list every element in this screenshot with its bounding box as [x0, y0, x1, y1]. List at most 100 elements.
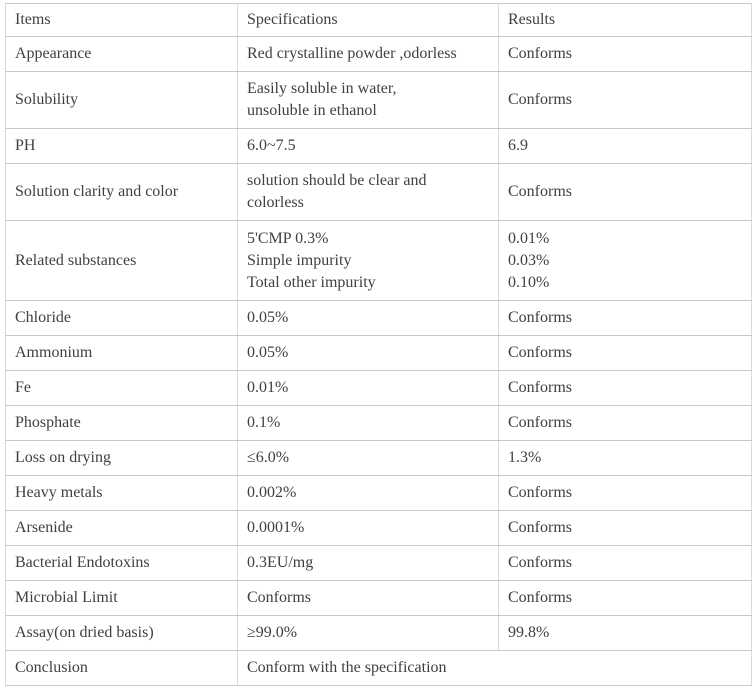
- spec-cell: ≥99.0%: [237, 615, 499, 651]
- cell-line: Solubility: [15, 91, 79, 108]
- result-cell: Conforms: [498, 405, 752, 441]
- spec-cell: 0.01%: [237, 370, 499, 406]
- cell-line: Easily soluble in water,: [247, 80, 397, 97]
- cell-line: Conforms: [508, 484, 572, 501]
- item-cell: Conclusion: [5, 650, 238, 686]
- cell-line: Assay(on dried basis): [15, 624, 154, 641]
- spec-cell: 0.002%: [237, 475, 499, 511]
- cell-line: Conforms: [508, 183, 572, 200]
- cell-line: Heavy metals: [15, 484, 103, 501]
- spec-cell: 0.1%: [237, 405, 499, 441]
- cell-line: Appearance: [15, 45, 92, 62]
- item-cell: Heavy metals: [5, 475, 238, 511]
- cell-line: Conform with the specification: [247, 659, 447, 676]
- table-row: Solubility Easily soluble in water, unsolu…: [5, 71, 752, 129]
- table-row: Fe 0.01% Conforms: [5, 370, 752, 406]
- item-cell: Related substances: [5, 220, 238, 301]
- cell-line: 0.10%: [508, 273, 550, 291]
- cell-line: 0.002%: [247, 484, 297, 501]
- result-cell: Conforms: [498, 580, 752, 616]
- item-cell: Chloride: [5, 300, 238, 336]
- item-cell: Fe: [5, 370, 238, 406]
- cell-line: Loss on drying: [15, 449, 111, 466]
- col-header-results: Results: [498, 3, 752, 37]
- cell-line: 0.01%: [247, 379, 289, 396]
- item-cell: Solution clarity and color: [5, 163, 238, 221]
- result-cell: Conforms: [498, 300, 752, 336]
- cell-line: 0.05%: [247, 344, 289, 361]
- table-row: Conclusion Conform with the specification: [5, 650, 752, 686]
- result-cell: Conforms: [498, 510, 752, 546]
- table-row: Loss on drying ≤6.0% 1.3%: [5, 440, 752, 476]
- table-row: Microbial Limit Conforms Conforms: [5, 580, 752, 616]
- item-cell: Bacterial Endotoxins: [5, 545, 238, 581]
- cell-line: PH: [15, 137, 36, 154]
- cell-line: Conforms: [508, 519, 572, 536]
- spec-cell: solution should be clear and colorless: [237, 163, 499, 221]
- spec-cell: ≤6.0%: [237, 440, 499, 476]
- cell-line: 0.0001%: [247, 519, 305, 536]
- cell-line: Conforms: [508, 309, 572, 326]
- spec-cell: 0.0001%: [237, 510, 499, 546]
- cell-line: 0.1%: [247, 414, 281, 431]
- result-cell: 6.9: [498, 128, 752, 164]
- cell-line: Phosphate: [15, 414, 81, 431]
- cell-line: Fe: [15, 379, 31, 396]
- cell-line: Conforms: [508, 414, 572, 431]
- cell-line: Conforms: [247, 589, 311, 606]
- cell-line: Conforms: [508, 91, 572, 108]
- result-cell: 99.8%: [498, 615, 752, 651]
- result-cell: 0.01% 0.03% 0.10%: [498, 220, 752, 301]
- cell-line: unsoluble in ethanol: [247, 102, 377, 119]
- cell-line: Simple impurity: [247, 251, 352, 269]
- cell-line: Conforms: [508, 589, 572, 606]
- table-row: Ammonium 0.05% Conforms: [5, 335, 752, 371]
- spec-cell: 5'CMP 0.3% Simple impurity Total other imp…: [237, 220, 499, 301]
- table-row: Bacterial Endotoxins 0.3EU/mg Conforms: [5, 545, 752, 581]
- table-row: Solution clarity and color solution shoul…: [5, 163, 752, 221]
- cell-line: 6.0~7.5: [247, 137, 296, 154]
- cell-line: Total other impurity: [247, 273, 376, 291]
- cell-line: Conforms: [508, 379, 572, 396]
- result-cell: Conforms: [498, 163, 752, 221]
- item-cell: Assay(on dried basis): [5, 615, 238, 651]
- result-cell: Conforms: [498, 545, 752, 581]
- col-header-specifications: Specifications: [237, 3, 499, 37]
- item-cell: Ammonium: [5, 335, 238, 371]
- item-cell: Phosphate: [5, 405, 238, 441]
- specification-table: Items Specifications Results Appearance R…: [5, 3, 752, 686]
- spec-cell: 0.05%: [237, 300, 499, 336]
- cell-line: Microbial Limit: [15, 589, 118, 606]
- spec-cell: Conforms: [237, 580, 499, 616]
- table-row: PH 6.0~7.5 6.9: [5, 128, 752, 164]
- result-cell: Conforms: [498, 475, 752, 511]
- coa-table-wrapper: Items Specifications Results Appearance R…: [5, 3, 752, 686]
- table-row: Phosphate 0.1% Conforms: [5, 405, 752, 441]
- table-body: Appearance Red crystalline powder ,odorle…: [5, 36, 752, 686]
- cell-line: Arsenide: [15, 519, 73, 536]
- spec-cell: Conform with the specification: [237, 650, 752, 686]
- item-cell: Arsenide: [5, 510, 238, 546]
- cell-line: 0.01%: [508, 229, 550, 247]
- result-cell: Conforms: [498, 370, 752, 406]
- spec-cell: 0.3EU/mg: [237, 545, 499, 581]
- cell-line: Solution clarity and color: [15, 183, 179, 200]
- item-cell: Microbial Limit: [5, 580, 238, 616]
- cell-line: Ammonium: [15, 344, 93, 361]
- cell-line: Conforms: [508, 45, 572, 62]
- table-header-row: Items Specifications Results: [5, 3, 752, 37]
- cell-line: Related substances: [15, 251, 137, 269]
- cell-line: Conforms: [508, 344, 572, 361]
- result-cell: Conforms: [498, 335, 752, 371]
- col-header-items: Items: [5, 3, 238, 37]
- cell-line: colorless: [247, 194, 304, 211]
- result-cell: 1.3%: [498, 440, 752, 476]
- item-cell: Appearance: [5, 36, 238, 72]
- item-cell: PH: [5, 128, 238, 164]
- cell-line: 6.9: [508, 137, 528, 154]
- table-row: Heavy metals 0.002% Conforms: [5, 475, 752, 511]
- cell-line: ≤6.0%: [247, 449, 290, 466]
- table-row: Appearance Red crystalline powder ,odorle…: [5, 36, 752, 72]
- table-row: Arsenide 0.0001% Conforms: [5, 510, 752, 546]
- table-row: Assay(on dried basis) ≥99.0% 99.8%: [5, 615, 752, 651]
